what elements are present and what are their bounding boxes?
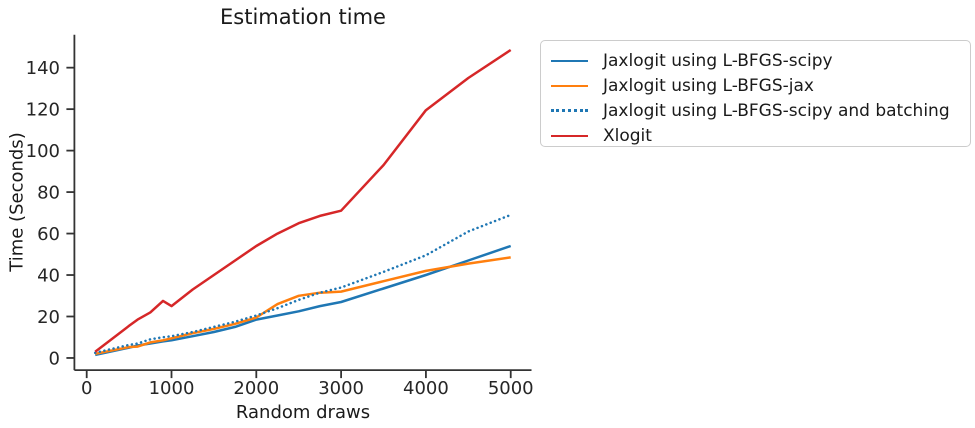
- legend-line-sample: [551, 84, 588, 87]
- legend-label: Jaxlogit using L-BFGS-scipy and batching: [603, 100, 950, 121]
- y-tick-label: 100: [26, 141, 60, 162]
- series-line-2: [93, 213, 512, 355]
- x-tick-label: 5000: [488, 378, 534, 399]
- legend-row-1: Jaxlogit using L-BFGS-jax: [541, 73, 970, 98]
- legend-line-sample: [551, 109, 588, 112]
- legend-label: Xlogit: [603, 125, 652, 146]
- x-tick-label: 2000: [233, 378, 279, 399]
- series-line-3: [94, 48, 512, 353]
- legend-box: Jaxlogit using L-BFGS-scipy Jaxlogit usin…: [540, 40, 971, 147]
- legend-row-2: Jaxlogit using L-BFGS-scipy and batching: [541, 98, 970, 123]
- x-tick-label: 1000: [149, 378, 195, 399]
- y-tick-label: 80: [37, 183, 60, 204]
- legend-row-3: Xlogit: [541, 123, 970, 148]
- legend-row-0: Jaxlogit using L-BFGS-scipy: [541, 48, 970, 73]
- y-tick-label: 120: [26, 100, 60, 121]
- y-tick-label: 40: [37, 266, 60, 287]
- y-tick-label: 60: [37, 224, 60, 245]
- legend-label: Jaxlogit using L-BFGS-scipy: [603, 50, 833, 71]
- legend-line-sample: [551, 134, 588, 137]
- legend-label: Jaxlogit using L-BFGS-jax: [603, 75, 814, 96]
- x-tick-label: 0: [81, 378, 92, 399]
- series-line-0: [94, 244, 512, 357]
- y-tick-label: 20: [37, 307, 60, 328]
- legend-line-sample: [551, 59, 588, 62]
- chart-title: Estimation time: [220, 5, 386, 29]
- series-line-1: [94, 256, 511, 356]
- x-tick-label: 3000: [318, 378, 364, 399]
- y-tick-label: 0: [49, 348, 60, 369]
- y-tick-label: 140: [26, 58, 60, 79]
- x-tick-label: 4000: [403, 378, 449, 399]
- x-axis-label: Random draws: [235, 402, 371, 423]
